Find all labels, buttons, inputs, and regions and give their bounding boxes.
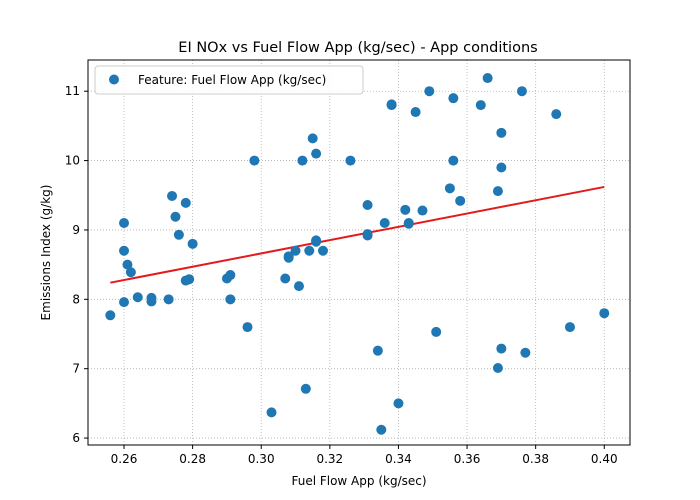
scatter-points [105,73,610,435]
data-point [393,398,404,409]
data-point [283,251,294,262]
data-point [311,235,322,246]
data-point [304,245,315,256]
data-point [403,218,414,229]
data-point [448,155,459,166]
fit-line-layer [110,185,605,284]
data-point [132,292,143,303]
y-tick-label: 7 [72,362,80,376]
x-tick-label: 0.34 [385,452,412,466]
y-axis-label: Emissions Index (g/kg) [39,185,53,321]
data-point [105,310,116,321]
data-point [167,190,178,201]
data-point [122,259,133,270]
data-point [300,383,311,394]
data-point [119,218,130,229]
y-tick-label: 10 [65,154,80,168]
data-point [290,245,301,256]
data-point [410,107,421,118]
chart-title: EI NOx vs Fuel Flow App (kg/sec) - App c… [178,40,537,56]
data-point [173,229,184,240]
data-point [475,100,486,111]
y-tick-label: 11 [65,84,80,98]
data-point [424,86,435,97]
data-point [496,162,507,173]
x-axis-ticks: 0.26 0.28 0.30 0.32 0.34 0.36 0.38 0.40 [111,445,618,466]
data-point [311,148,322,159]
data-point [564,322,575,333]
data-point [482,73,493,84]
y-tick-label: 9 [72,223,80,237]
data-point [444,183,455,194]
x-tick-label: 0.28 [179,452,206,466]
data-point [225,270,236,281]
data-point [317,245,328,256]
data-point [266,407,277,418]
data-point [180,197,191,208]
data-point [125,267,136,278]
legend-label: Feature: Fuel Flow App (kg/sec) [138,73,326,87]
plot-frame [87,59,631,446]
data-point [280,273,291,284]
data-point [119,245,130,256]
data-point [163,294,174,305]
data-point [297,155,308,166]
data-point [599,308,610,319]
data-point [386,99,397,110]
data-point [345,155,356,166]
x-tick-label: 0.26 [111,452,138,466]
data-point [119,297,130,308]
x-axis-label: Fuel Flow App (kg/sec) [291,474,426,488]
y-tick-label: 8 [72,292,80,306]
data-point [379,218,390,229]
data-point [516,86,527,97]
x-tick-label: 0.32 [316,452,343,466]
data-point [400,204,411,215]
data-point [249,155,260,166]
data-point [496,127,507,138]
x-tick-label: 0.30 [248,452,275,466]
fit-line [110,185,605,284]
data-point [417,205,428,216]
data-point [448,93,459,104]
data-point [170,211,181,222]
data-point [146,296,157,307]
data-point [492,363,503,373]
x-tick-label: 0.40 [591,452,618,466]
data-point [492,186,503,197]
data-point [376,424,387,435]
data-point [225,294,236,305]
x-tick-label: 0.38 [522,452,549,466]
y-tick-label: 6 [72,431,80,445]
data-point [551,109,562,120]
data-point [242,322,253,333]
data-point [372,345,383,356]
data-point [362,229,373,240]
legend-marker [109,74,119,85]
data-point [496,343,507,354]
x-tick-label: 0.36 [454,452,481,466]
data-point [307,133,318,144]
data-point [455,195,466,206]
data-point [520,347,531,358]
data-point [184,274,195,285]
legend-box [94,65,364,95]
legend: Feature: Fuel Flow App (kg/sec) [94,65,364,95]
data-point [187,238,198,249]
data-point [362,199,373,210]
data-point [293,281,304,292]
y-axis-ticks: 6 7 8 9 10 11 [65,84,88,445]
data-point [431,326,442,337]
